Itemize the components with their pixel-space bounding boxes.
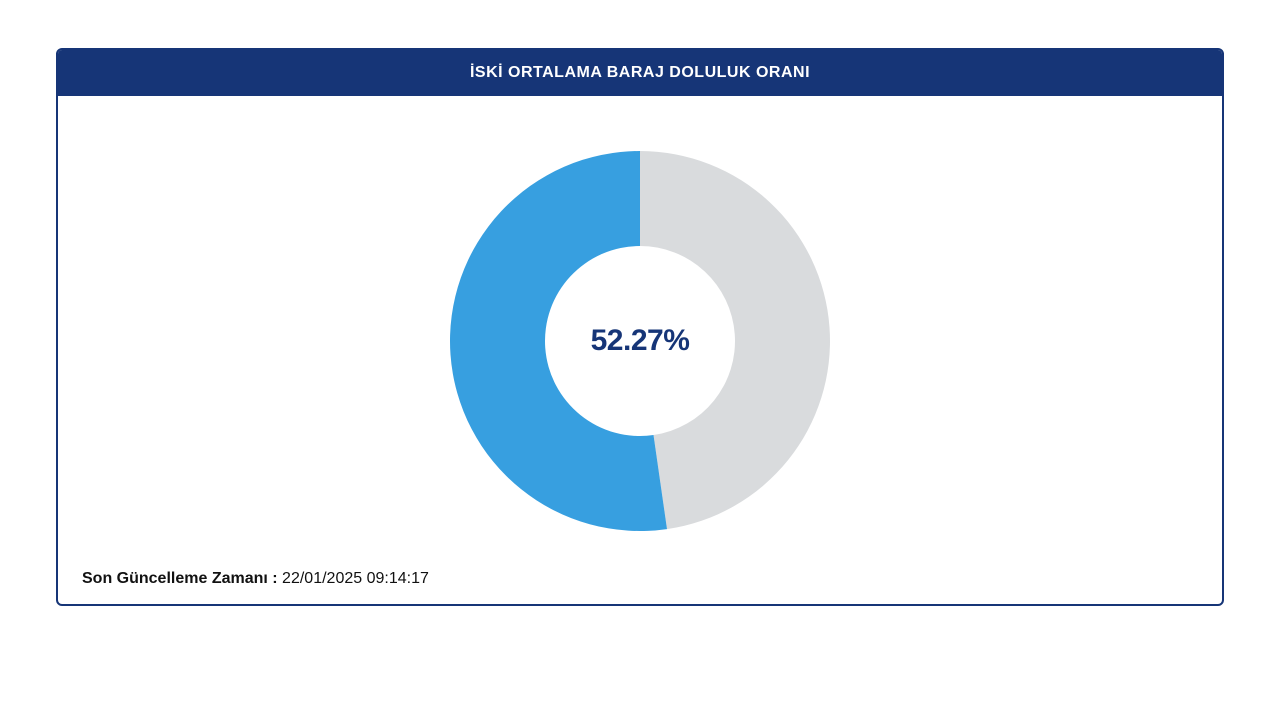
card-title: İSKİ ORTALAMA BARAJ DOLULUK ORANI — [58, 50, 1222, 96]
last-update-value: 22/01/2025 09:14:17 — [278, 570, 429, 587]
donut-center-label: 52.27% — [591, 324, 690, 358]
last-update-label: Son Güncelleme Zamanı : — [82, 570, 278, 587]
dam-level-card: İSKİ ORTALAMA BARAJ DOLULUK ORANI 52.27%… — [56, 48, 1224, 606]
card-body: 52.27% Son Güncelleme Zamanı : 22/01/202… — [58, 96, 1222, 604]
donut-chart: 52.27% — [82, 126, 1198, 556]
last-update: Son Güncelleme Zamanı : 22/01/2025 09:14… — [82, 556, 1198, 588]
